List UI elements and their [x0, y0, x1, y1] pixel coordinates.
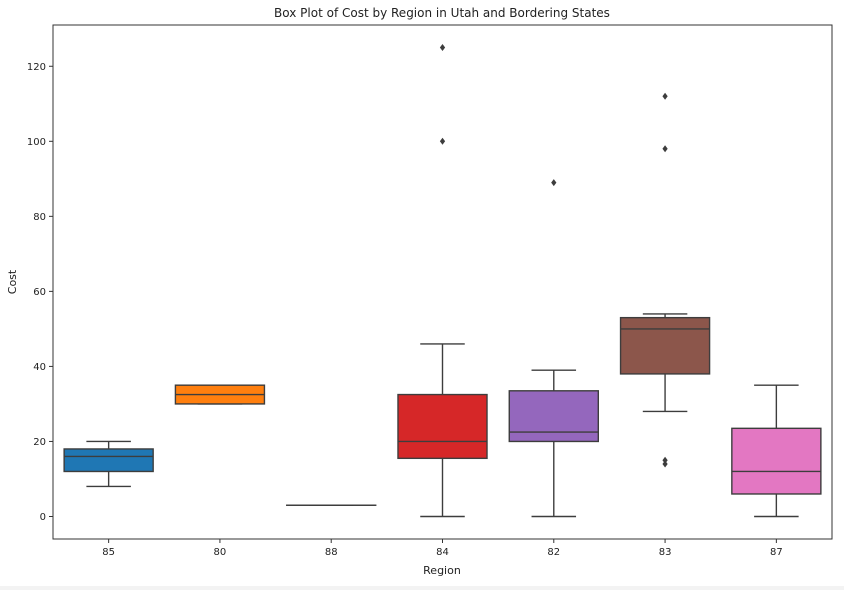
y-tick-label: 80 [33, 212, 46, 223]
box-body [732, 428, 821, 494]
box-body [621, 318, 710, 374]
x-tick-label: 84 [436, 547, 449, 558]
y-axis-label: Cost [6, 269, 19, 294]
x-tick-label: 87 [770, 547, 783, 558]
x-axis-label: Region [423, 564, 461, 577]
x-tick-label: 82 [547, 547, 560, 558]
x-tick-label: 80 [214, 547, 227, 558]
x-tick-label: 88 [325, 547, 338, 558]
y-tick-label: 60 [33, 287, 46, 298]
chart-title: Box Plot of Cost by Region in Utah and B… [274, 6, 610, 20]
x-tick-label: 85 [102, 547, 115, 558]
y-tick-label: 100 [27, 137, 46, 148]
box-body [64, 449, 153, 472]
box-group-80 [175, 385, 264, 404]
y-tick-label: 40 [33, 362, 46, 373]
box-body [509, 391, 598, 442]
x-tick-label: 83 [659, 547, 672, 558]
box-body [398, 395, 487, 459]
y-tick-label: 120 [27, 62, 46, 73]
y-tick-label: 20 [33, 437, 46, 448]
y-tick-label: 0 [40, 512, 46, 523]
